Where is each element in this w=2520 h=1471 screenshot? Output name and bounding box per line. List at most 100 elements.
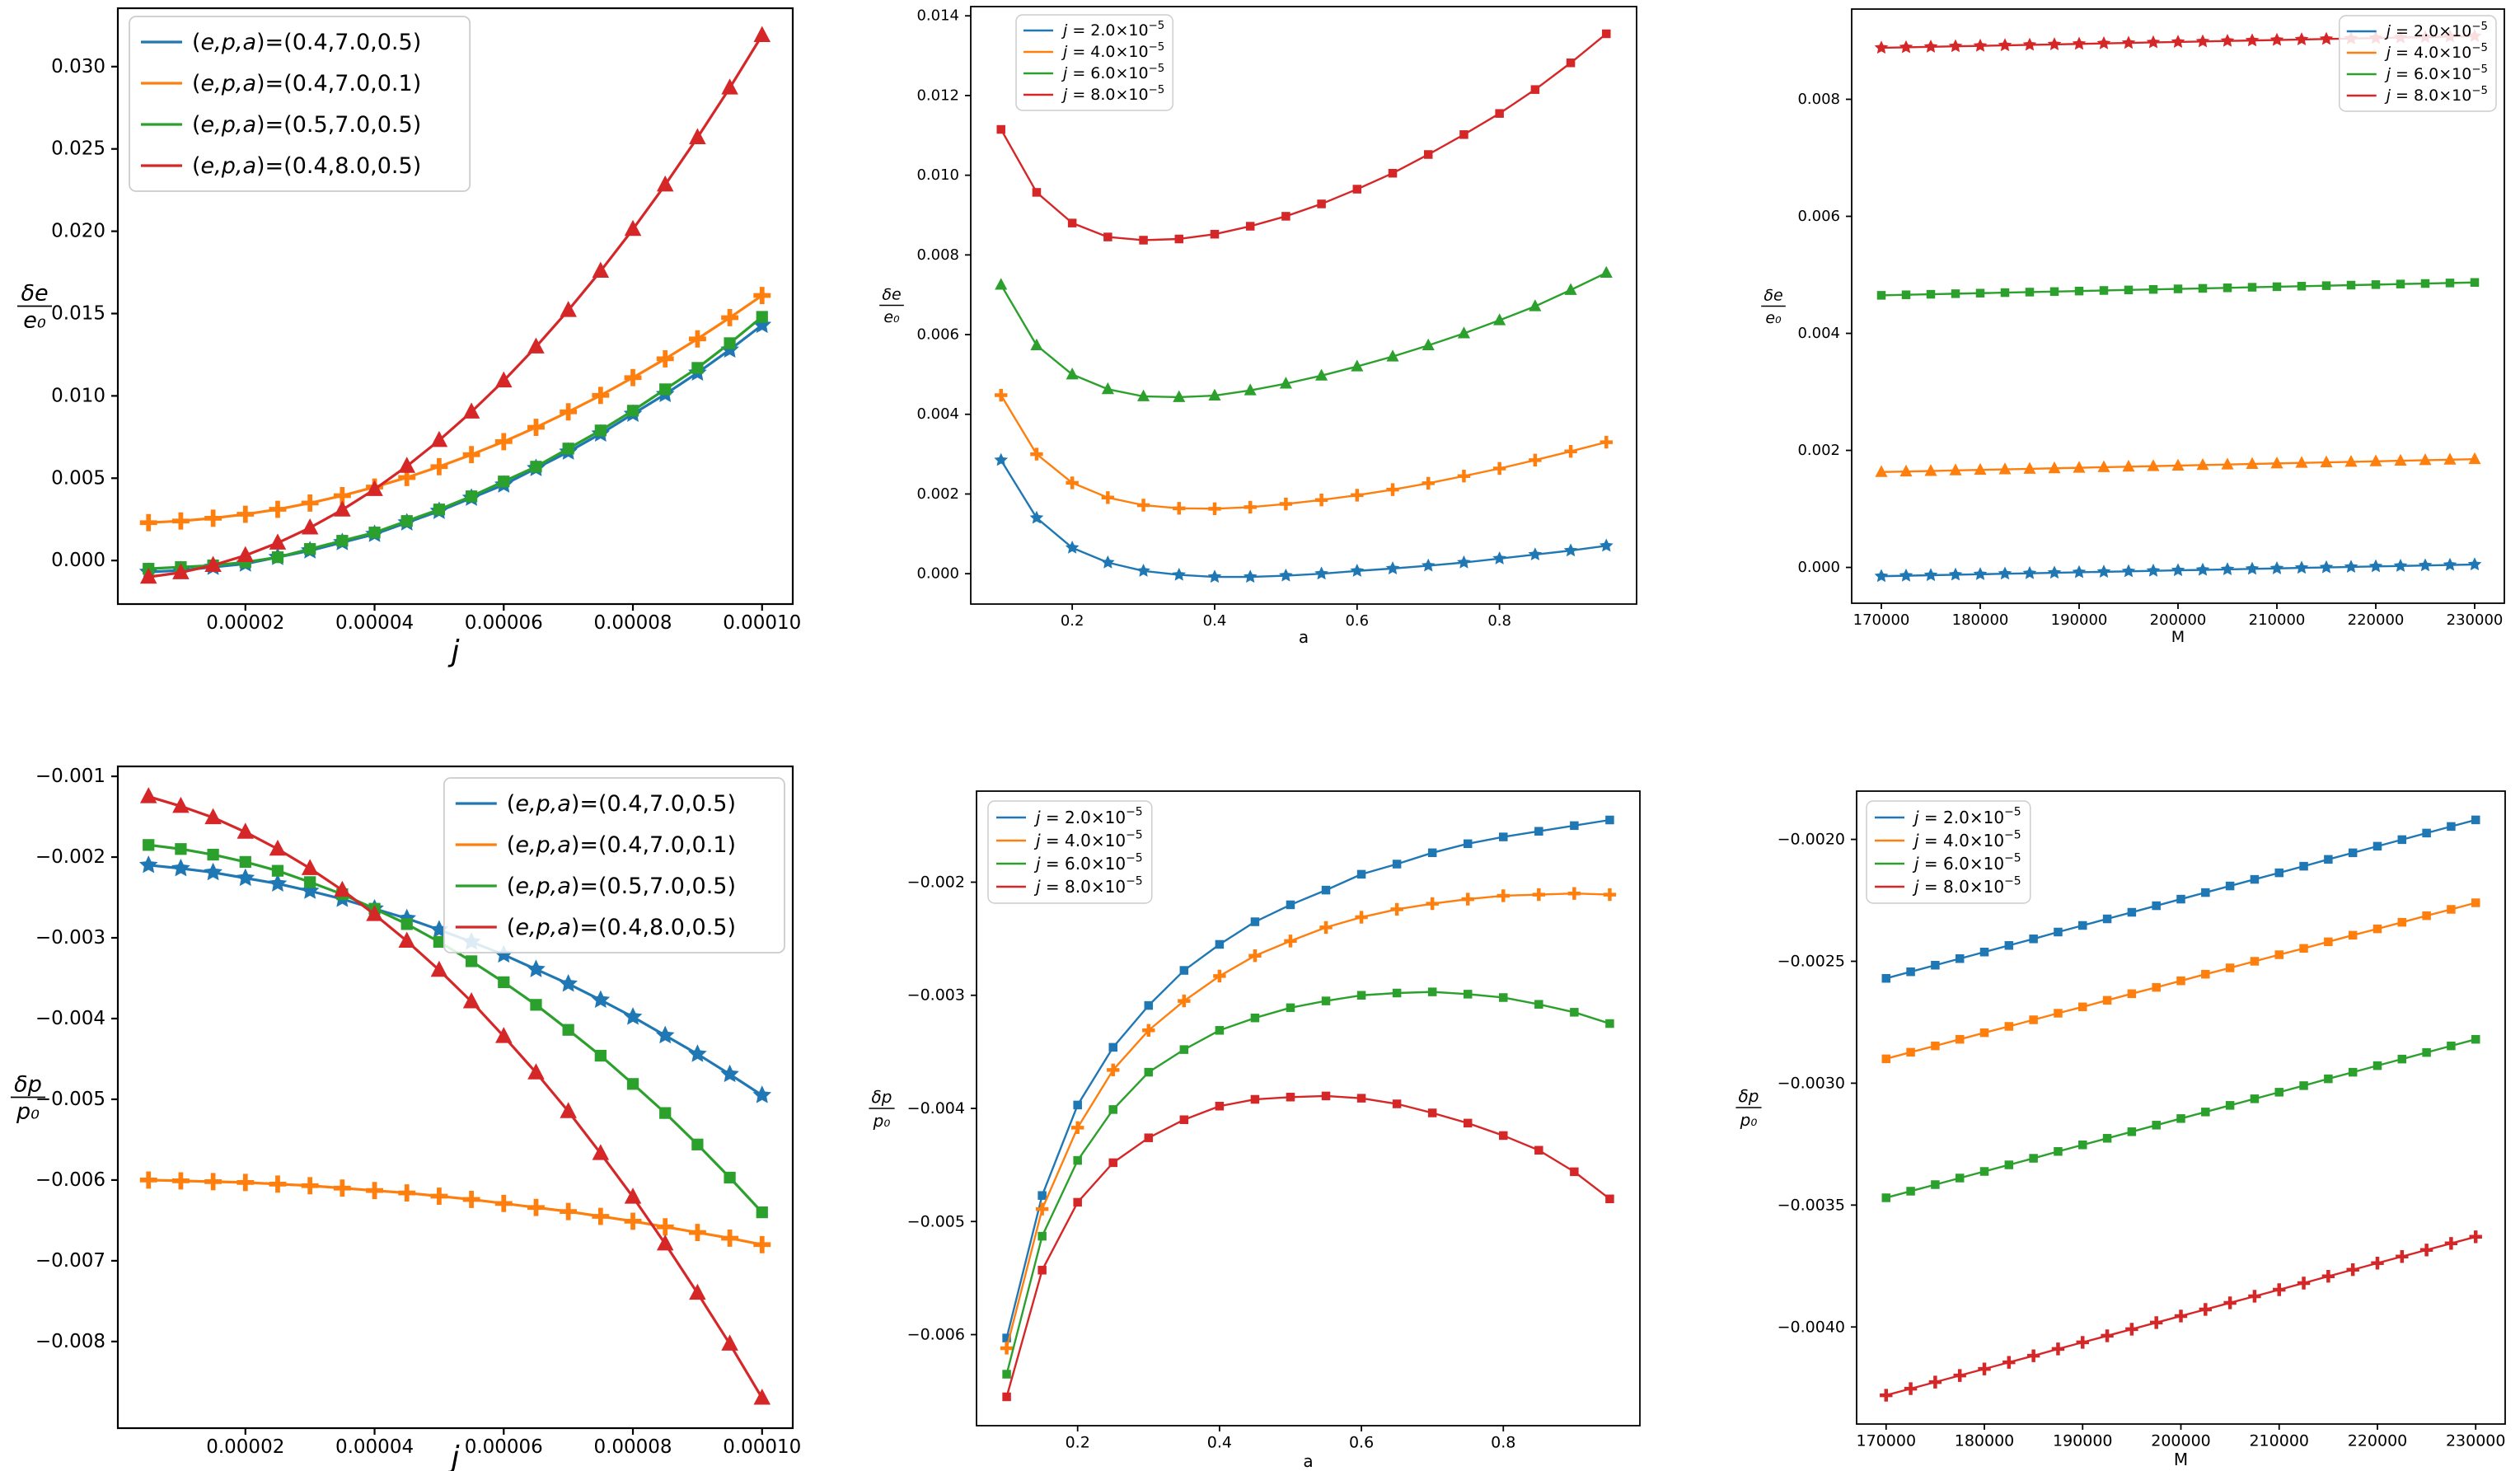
marker-square [2470,278,2480,287]
marker-square [2176,894,2185,904]
marker-plus [560,1202,578,1220]
legend-label-green: (e,p,a)=(0.5,7.0,0.5) [507,874,736,899]
series-line-blue [148,324,763,574]
marker-plus [1567,887,1581,900]
marker-plus [2321,1270,2335,1283]
marker-square [1356,991,1366,1000]
marker-triangle [237,546,255,563]
marker-triangle [1924,464,1937,476]
marker-triangle [462,992,480,1009]
marker-square [1392,860,1402,869]
marker-triangle [1529,299,1542,312]
marker-star [1385,561,1400,574]
x-tick-label: 0.00002 [206,1436,284,1458]
y-tick-label: −0.0020 [1778,831,1845,849]
x-tick-label: 230000 [2446,1432,2506,1450]
marker-square [594,1049,607,1062]
marker-square [239,855,251,869]
marker-square [271,551,284,564]
marker-square [2274,950,2283,959]
marker-star [2171,563,2185,577]
marker-plus [527,419,545,436]
marker-square [1073,1100,1082,1110]
marker-star [2047,37,2062,50]
marker-star [2467,557,2482,571]
marker-square [271,864,284,877]
y-axis-label-denominator: p₀ [16,1099,40,1125]
marker-square [2396,279,2405,288]
marker-plus [1070,1121,1084,1135]
marker-plus [2002,1356,2016,1369]
y-tick-label: 0.010 [51,385,105,406]
marker-square [1499,1131,1508,1141]
marker-square [691,1138,704,1150]
marker-square [2348,848,2358,858]
marker-square [1463,1118,1473,1128]
legend: (e,p,a)=(0.4,7.0,0.5) (e,p,a)=(0.4,7.0,0.… [443,777,785,953]
marker-square [1459,130,1468,139]
y-tick-label: 0.008 [1797,91,1840,108]
y-tick-label: −0.001 [35,766,105,787]
x-tick-label: 0.8 [1487,612,1511,630]
axes-frame [970,6,1637,605]
marker-square [400,918,413,930]
y-tick-label: −0.0025 [1778,952,1845,970]
series-markers-red [996,29,1611,245]
axes-frame [1856,790,2506,1425]
marker-plus [2297,1277,2311,1290]
marker-square [2274,1088,2283,1097]
marker-square [1286,1093,1295,1102]
series-markers-blue [1874,557,2482,583]
marker-square [433,935,446,949]
marker-triangle [334,880,351,897]
series-markers-orange [995,388,1613,516]
axes-frame [976,790,1641,1426]
marker-plus [171,512,190,530]
y-axis-label-numerator: δe [1764,287,1782,305]
marker-plus [2149,1316,2163,1329]
marker-square [2102,914,2112,924]
marker-triangle [1949,463,1962,475]
marker-square [1038,1231,1047,1241]
legend-label-blue: (e,p,a)=(0.4,7.0,0.5) [507,791,736,817]
marker-plus [1208,502,1221,516]
marker-square [2250,1094,2260,1103]
y-tick-label: 0.000 [51,550,105,571]
marker-square [1881,1054,1891,1064]
legend-label-red: j = 8.0×10−5 [2384,85,2488,105]
marker-square [594,424,607,437]
legend-label-red: (e,p,a)=(0.4,8.0,0.5) [192,153,421,179]
series-markers-red [139,787,771,1405]
marker-triangle [656,1234,674,1251]
marker-triangle [2122,459,2135,472]
marker-triangle [1875,465,1888,477]
x-tick-label: 0.4 [1203,612,1227,630]
marker-star [138,855,158,874]
marker-square [1566,59,1576,68]
y-tick-label: −0.004 [35,1008,105,1029]
marker-square [1356,1094,1366,1103]
y-tick-label: −0.006 [907,1326,965,1344]
marker-star [1923,568,1938,582]
marker-plus [301,494,319,512]
y-axis-label-denominator: e₀ [1765,309,1782,327]
series-markers-orange [1875,452,2481,477]
marker-plus [592,1207,610,1225]
marker-plus [2419,1244,2433,1257]
marker-square [1144,1000,1154,1010]
marker-square [691,362,704,374]
legend-label-green: (e,p,a)=(0.5,7.0,0.5) [192,112,421,138]
marker-triangle [721,78,738,95]
marker-plus [624,368,642,386]
marker-square [1906,1047,1915,1057]
marker-star [2269,32,2284,46]
marker-square [1215,1026,1225,1035]
marker-star [1421,558,1436,572]
marker-star [1599,538,1614,552]
marker-plus [494,433,513,451]
marker-square [2004,1022,2014,1031]
marker-triangle [753,26,771,42]
marker-star [1279,568,1293,582]
marker-plus [721,1230,739,1247]
